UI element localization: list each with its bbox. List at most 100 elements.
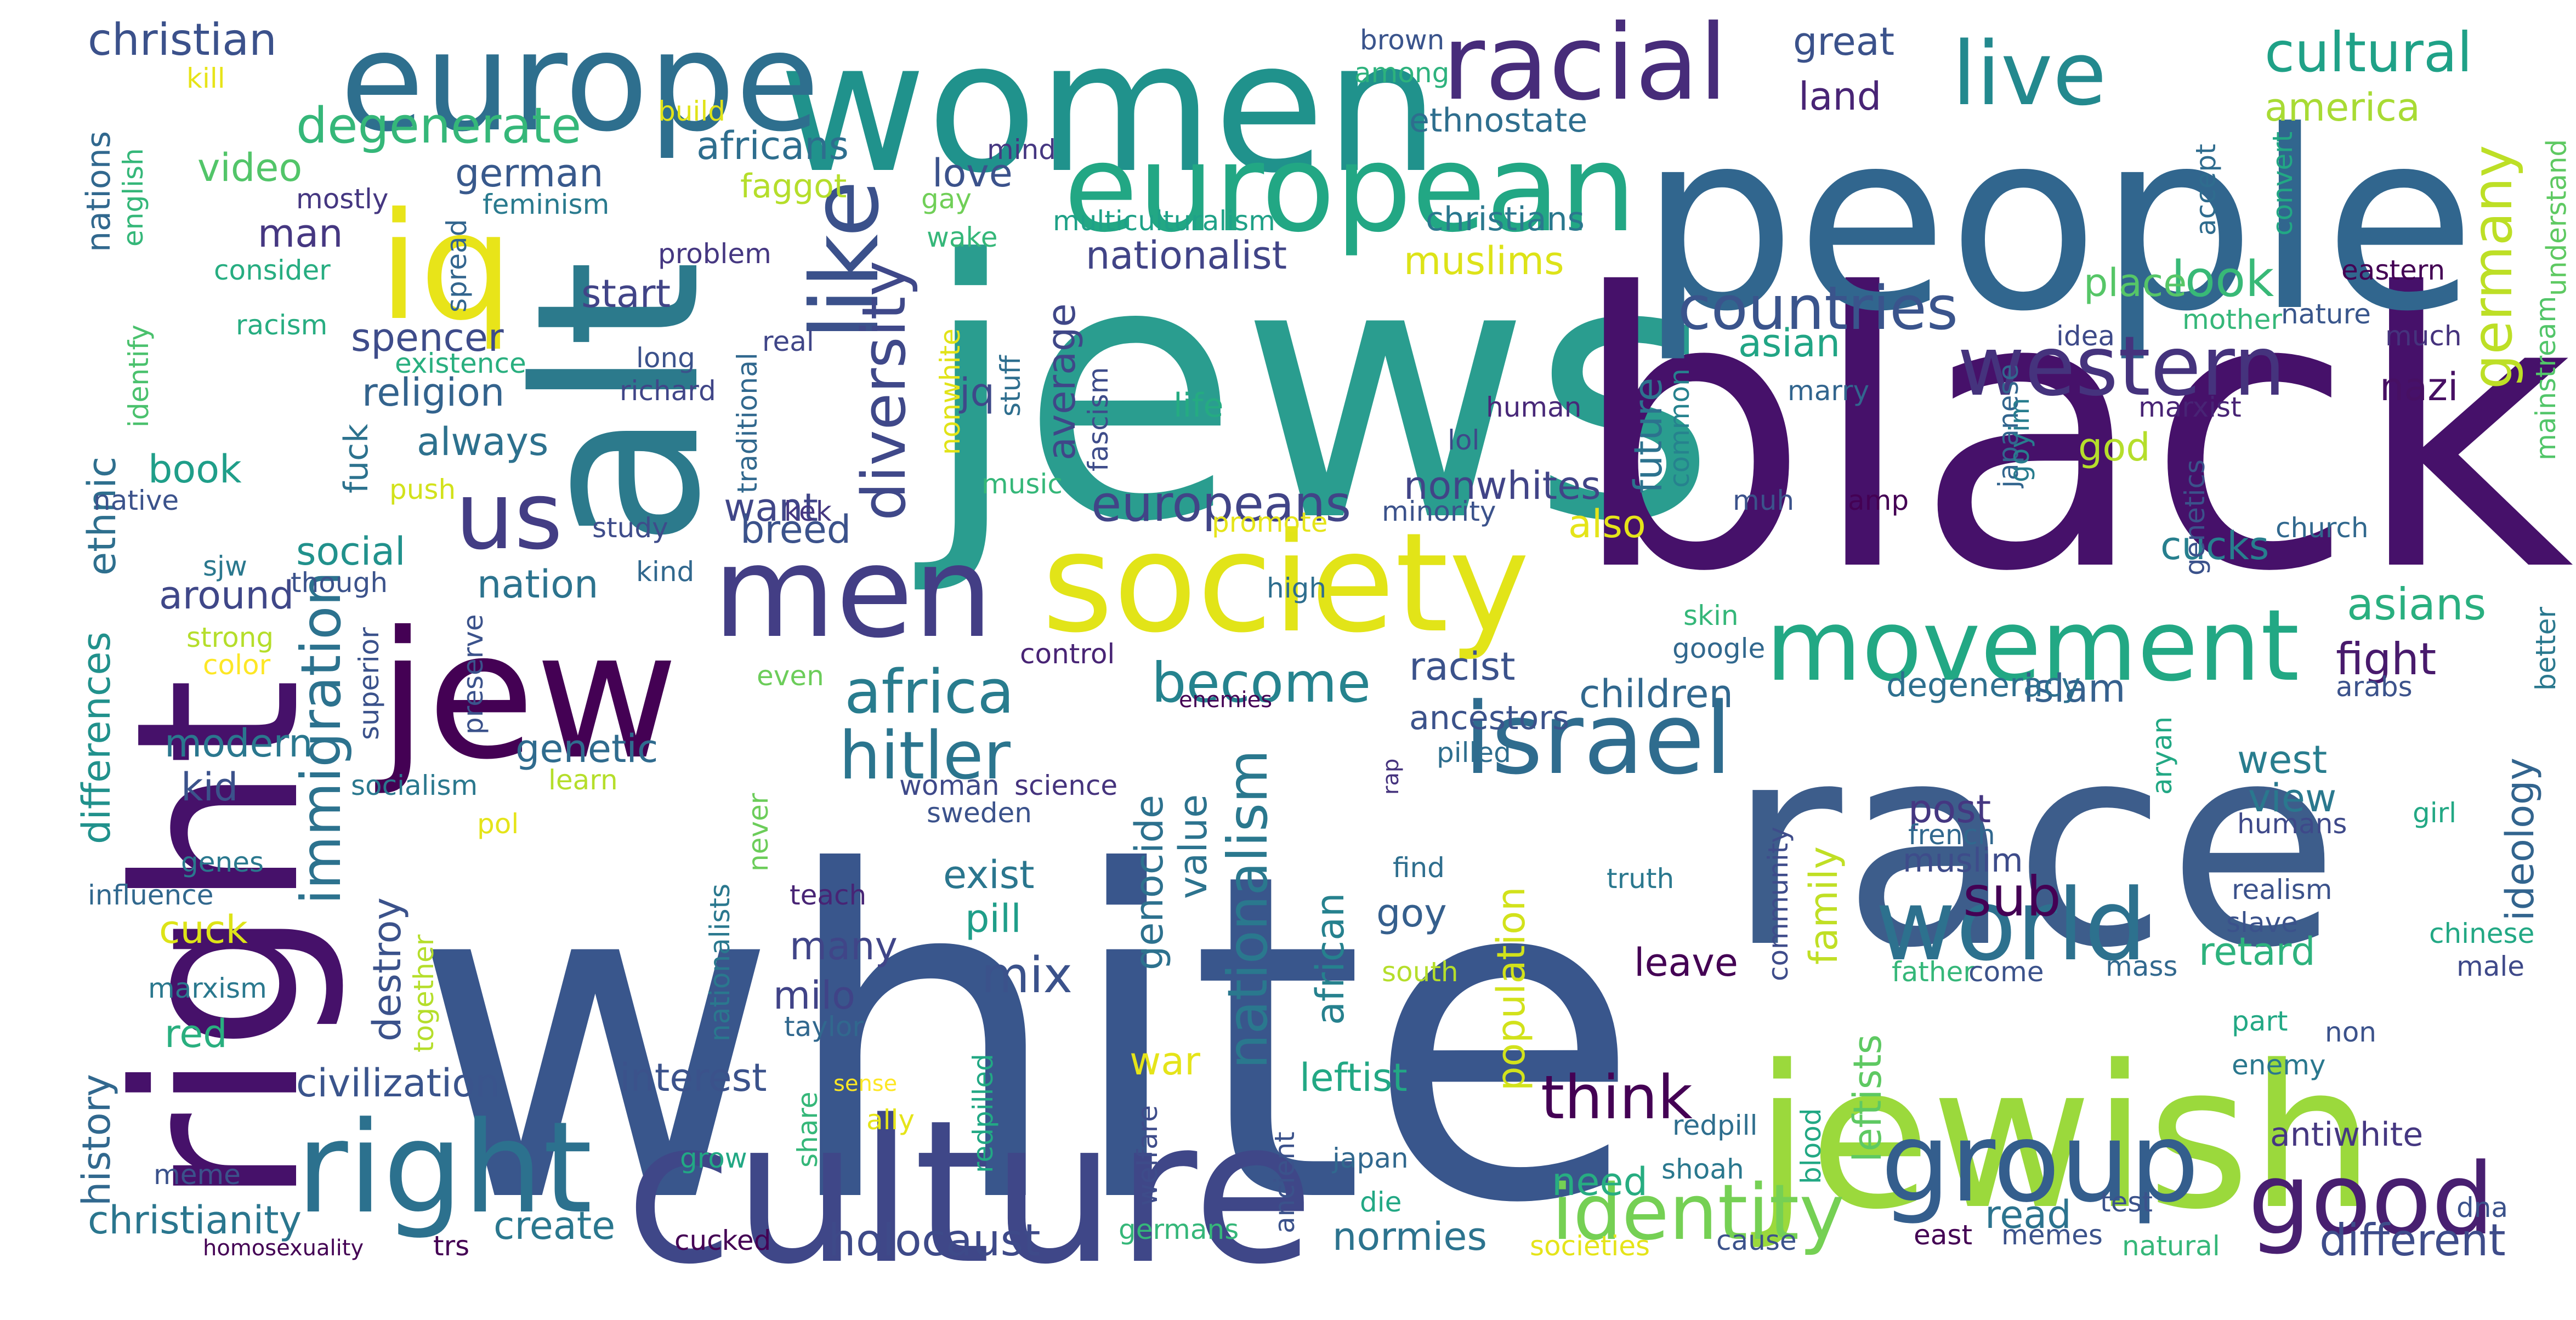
cloud-word: holocaust: [828, 1215, 1041, 1266]
cloud-word: look: [2171, 251, 2274, 308]
cloud-word: always: [417, 419, 548, 464]
cloud-word: promote: [1212, 507, 1327, 538]
cloud-word: antiwhite: [2270, 1116, 2423, 1154]
cloud-word: right: [296, 1095, 592, 1242]
cloud-word: live: [1952, 22, 2107, 125]
cloud-word: mass: [2106, 951, 2177, 982]
cloud-word: mother: [2182, 304, 2282, 335]
cloud-word: christianity: [88, 1198, 302, 1243]
cloud-word: sjw: [203, 550, 247, 582]
cloud-word: nations: [80, 131, 118, 252]
cloud-word: genocide: [1127, 795, 1172, 970]
cloud-word: retard: [2199, 929, 2316, 974]
cloud-word: cultural: [2265, 20, 2472, 84]
cloud-word: aryan: [2146, 716, 2178, 795]
cloud-word: nature: [2281, 298, 2371, 330]
cloud-word: ancestors: [1409, 699, 1569, 737]
cloud-word: control: [1020, 638, 1115, 670]
cloud-word: gay: [921, 183, 972, 215]
cloud-word: superior: [353, 627, 385, 740]
cloud-word: skin: [1683, 600, 1739, 631]
cloud-word: enemies: [1179, 687, 1272, 713]
cloud-word: mind: [987, 134, 1056, 166]
cloud-word: existence: [395, 348, 526, 379]
cloud-word: influence: [88, 879, 213, 911]
cloud-word: brown: [1360, 24, 1444, 56]
cloud-word: fascism: [1082, 367, 1114, 471]
cloud-word: cause: [1716, 1225, 1797, 1256]
cloud-word: pilled: [1437, 737, 1511, 769]
cloud-word: leftists: [1845, 1034, 1890, 1162]
cloud-word: modern: [164, 721, 313, 766]
cloud-word: push: [389, 474, 456, 505]
cloud-word: normies: [1332, 1214, 1487, 1259]
cloud-word: common: [1664, 368, 1695, 488]
cloud-word: alt: [487, 260, 750, 548]
cloud-word: children: [1579, 672, 1733, 716]
cloud-word: iq: [378, 180, 513, 353]
cloud-word: world: [1875, 868, 2147, 983]
cloud-word: fight: [2336, 634, 2436, 685]
cloud-word: religion: [362, 370, 504, 415]
cloud-word: many: [790, 924, 898, 969]
cloud-word: history: [74, 1074, 119, 1206]
cloud-word: meme: [154, 1159, 241, 1191]
cloud-word: men: [713, 520, 993, 666]
cloud-word: race: [1727, 684, 2339, 1009]
cloud-word: richard: [620, 375, 716, 407]
cloud-word: never: [742, 793, 774, 872]
cloud-word: kid: [181, 765, 238, 810]
cloud-word: good: [2248, 1142, 2494, 1257]
cloud-word: natural: [2122, 1230, 2220, 1262]
cloud-word: social: [296, 529, 406, 574]
cloud-word: non: [2325, 1016, 2376, 1048]
cloud-word: red: [164, 1011, 228, 1056]
cloud-word: spread: [441, 219, 473, 312]
cloud-word: germany: [2460, 145, 2524, 389]
cloud-word: nationalist: [1086, 233, 1287, 278]
cloud-word: jewish: [1749, 1023, 2375, 1253]
cloud-word: christian: [88, 14, 277, 65]
cloud-word: nonwhite: [934, 328, 966, 455]
cloud-word: convert: [2267, 132, 2299, 236]
cloud-word: long: [636, 342, 695, 374]
cloud-word: land: [1798, 74, 1881, 119]
cloud-word: mostly: [296, 183, 388, 215]
cloud-word: male: [2456, 951, 2524, 982]
cloud-word: community: [1762, 827, 1794, 981]
cloud-word: value: [1171, 794, 1216, 899]
cloud-word: christians: [1426, 200, 1585, 238]
cloud-word: europeans: [1091, 475, 1351, 533]
cloud-word: place: [2084, 260, 2187, 305]
cloud-word: western: [1957, 319, 2285, 414]
cloud-word: though: [291, 567, 388, 599]
cloud-word: sweden: [927, 797, 1032, 829]
cloud-word: germans: [1119, 1214, 1239, 1245]
cloud-word: family: [1801, 846, 1846, 965]
cloud-word: want: [724, 485, 818, 530]
cloud-word: book: [148, 447, 242, 492]
cloud-word: google: [1672, 633, 1765, 664]
cloud-word: racial: [1442, 2, 1728, 123]
cloud-word: goyim: [2004, 397, 2035, 482]
cloud-word: stuff: [995, 355, 1026, 417]
cloud-word: feminism: [483, 189, 609, 220]
cloud-word: islam: [2023, 666, 2125, 711]
cloud-word: dna: [2456, 1192, 2508, 1224]
cloud-word: mainstream: [2530, 296, 2562, 460]
cloud-word: shoah: [1661, 1153, 1744, 1185]
cloud-word: differences: [74, 631, 119, 844]
cloud-word: music: [981, 468, 1063, 500]
cloud-word: west: [2237, 737, 2327, 782]
cloud-word: jews: [910, 185, 1717, 600]
cloud-word: need: [1552, 1159, 1648, 1204]
cloud-word: societies: [1530, 1230, 1650, 1262]
cloud-word: around: [159, 573, 294, 618]
cloud-word: kind: [636, 556, 694, 588]
cloud-word: rap: [1378, 759, 1404, 795]
cloud-word: like: [791, 180, 900, 340]
cloud-word: mix: [981, 947, 1073, 1004]
cloud-word: culture: [625, 1078, 1314, 1307]
cloud-word: come: [1968, 956, 2044, 988]
